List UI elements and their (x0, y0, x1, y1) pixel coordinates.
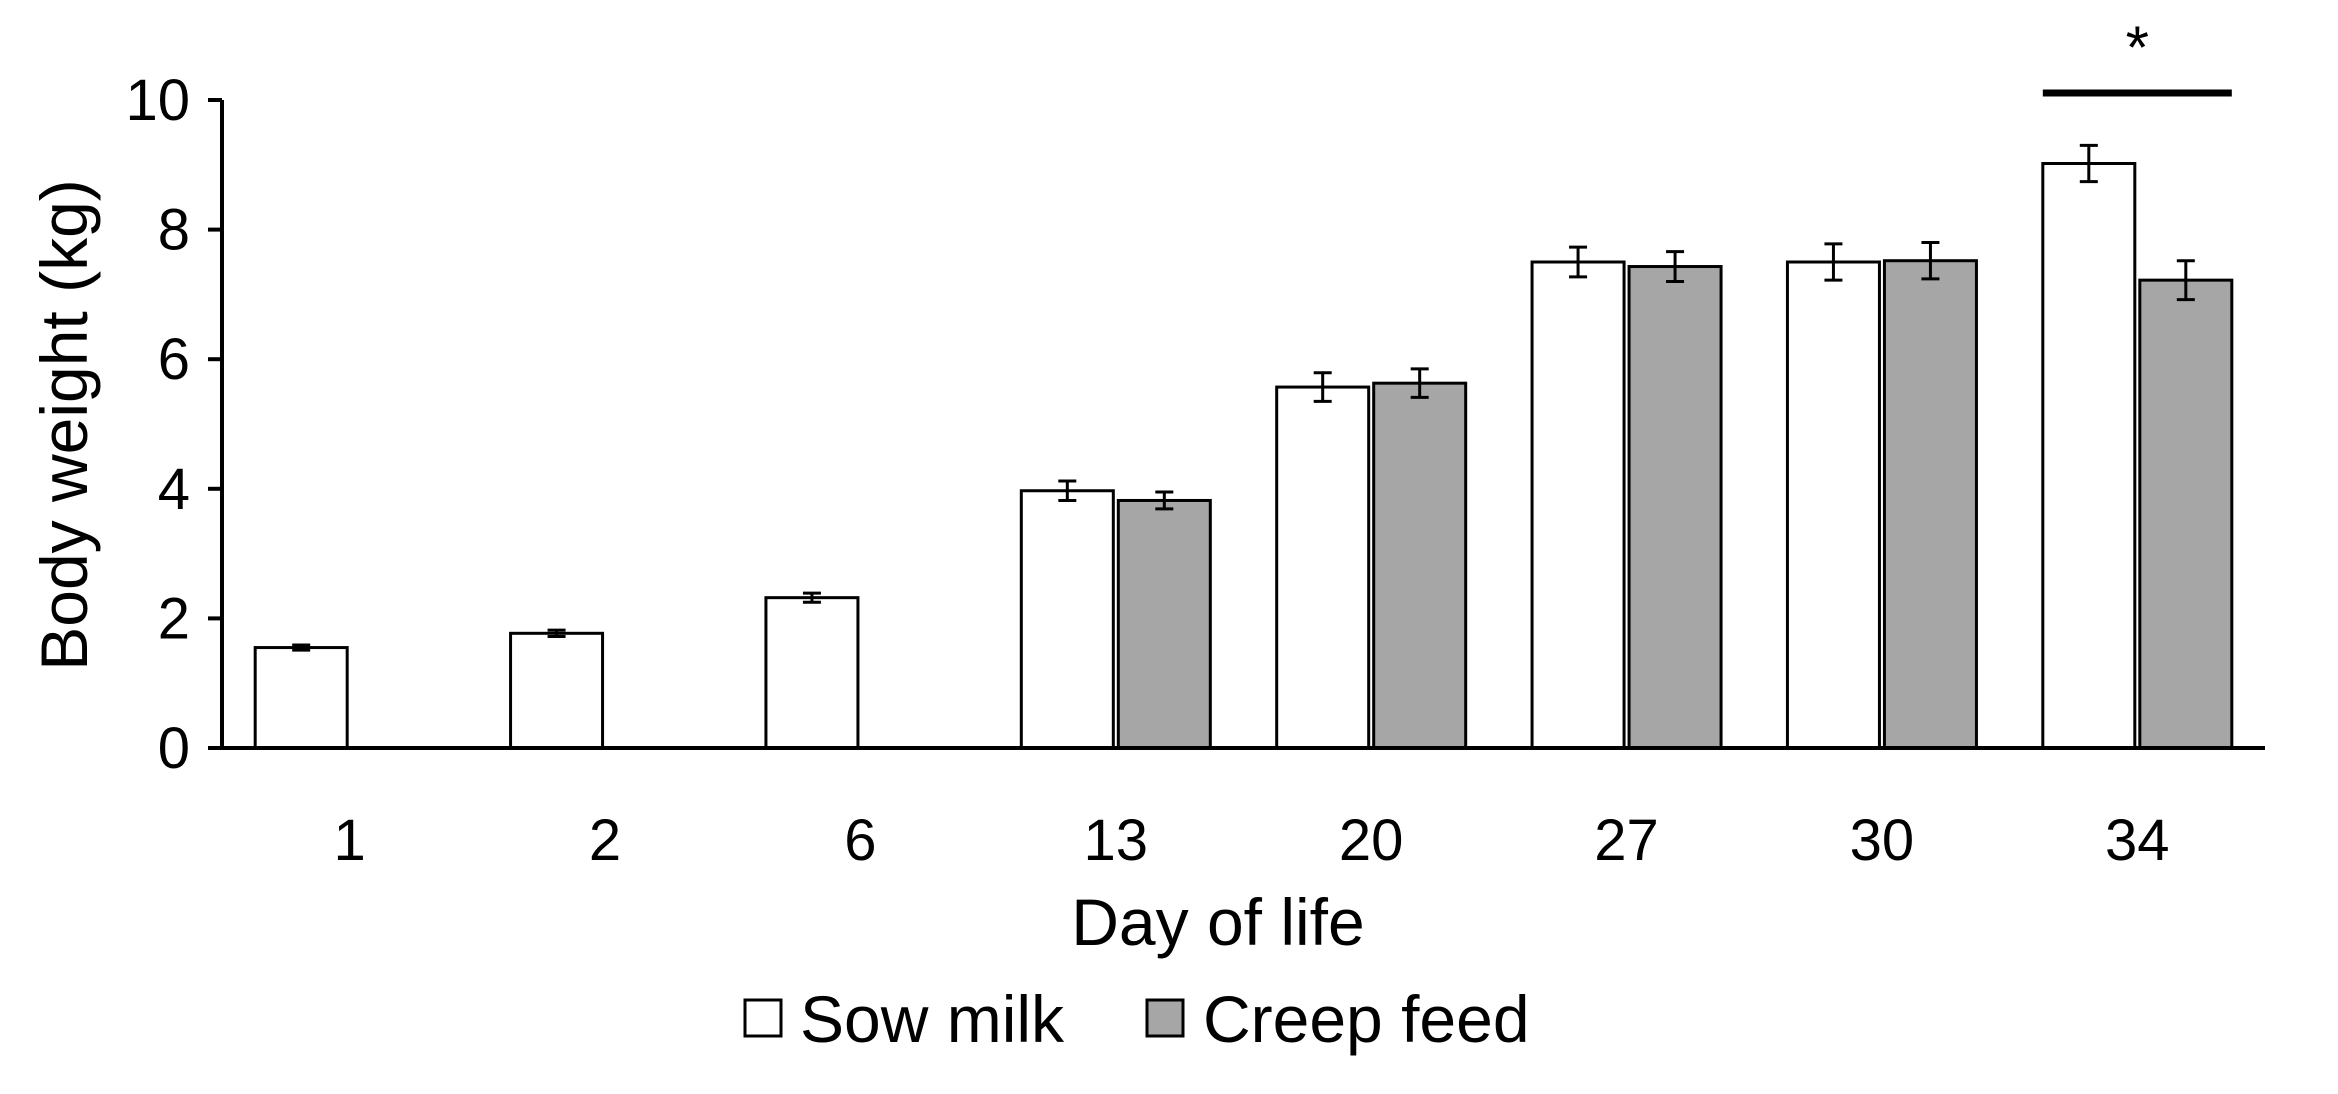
bar-sow-milk-day-30 (1785, 260, 1881, 750)
tick-labels-layer: 1 2 6 13 20 27 30 34 0 2 4 6 8 10 (125, 68, 2169, 873)
bar-sow-milk-day-20 (1275, 385, 1371, 750)
y-tick-label-0: 0 (158, 716, 190, 781)
bar-creep-feed-day-34 (2138, 278, 2234, 750)
error-bars-layer (292, 143, 2195, 652)
y-tick-label-8: 8 (158, 198, 190, 263)
x-tick-label-30: 30 (1850, 808, 1915, 873)
bar-creep-feed-day-13 (1116, 498, 1212, 750)
x-tick-label-6: 6 (844, 808, 876, 873)
x-tick-label-13: 13 (1084, 808, 1149, 873)
annotations-layer: * (2042, 14, 2232, 97)
bar-sow-milk-day-2 (509, 631, 605, 750)
y-tick-label-6: 6 (158, 327, 190, 392)
legend-label-sow-milk: Sow milk (800, 982, 1065, 1056)
significance-star: * (2126, 14, 2149, 81)
bar-creep-feed-day-27 (1627, 265, 1723, 750)
y-tick-label-10: 10 (125, 68, 190, 133)
bar-sow-milk-day-1 (253, 646, 349, 750)
x-tick-label-20: 20 (1339, 808, 1404, 873)
bar-sow-milk-day-6 (764, 596, 860, 750)
legend-swatch-sow-milk (743, 998, 783, 1038)
bar-sow-milk-day-13 (1019, 489, 1115, 750)
x-tick-label-34: 34 (2105, 808, 2170, 873)
y-tick-label-4: 4 (158, 457, 190, 522)
x-tick-label-2: 2 (589, 808, 621, 873)
bar-creep-feed-day-30 (1882, 259, 1978, 750)
bar-sow-milk-day-34 (2041, 162, 2137, 750)
y-tick-label-2: 2 (158, 586, 190, 651)
bars-layer (253, 162, 2234, 750)
x-tick-label-27: 27 (1594, 808, 1659, 873)
x-tick-label-1: 1 (334, 808, 366, 873)
bar-sow-milk-day-27 (1530, 260, 1626, 750)
x-axis-title: Day of life (1071, 885, 1364, 959)
axes-layer (208, 98, 2265, 750)
legend: Sow milk Creep feed (743, 982, 1530, 1056)
bar-creep-feed-day-20 (1372, 381, 1468, 750)
y-axis-title: Body weight (kg) (27, 179, 101, 671)
legend-label-creep-feed: Creep feed (1203, 982, 1530, 1056)
legend-swatch-creep-feed (1145, 998, 1185, 1038)
